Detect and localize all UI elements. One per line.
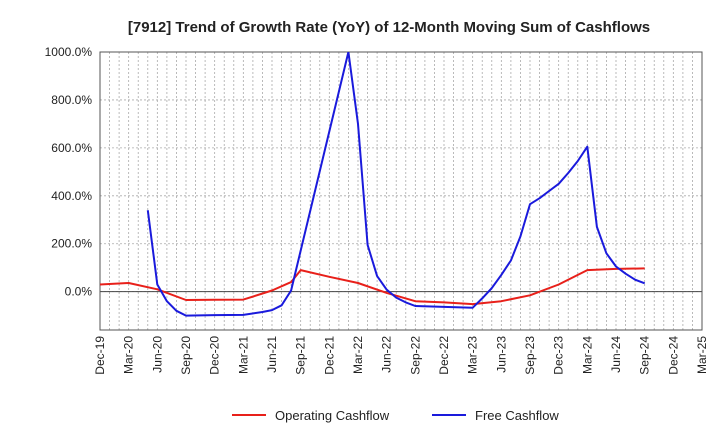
y-tick-label: 200.0% — [51, 237, 92, 251]
x-tick-label: Dec-21 — [322, 336, 336, 375]
chart-title: [7912] Trend of Growth Rate (YoY) of 12-… — [128, 19, 650, 36]
y-tick-label: 600.0% — [51, 141, 92, 155]
x-tick-label: Sep-20 — [179, 336, 193, 375]
x-tick-label: Jun-20 — [150, 336, 164, 373]
x-tick-label: Mar-22 — [351, 336, 365, 374]
x-tick-label: Mar-24 — [580, 336, 594, 374]
plot-frame — [99, 51, 703, 331]
x-tick-label: Dec-20 — [208, 336, 222, 375]
x-tick-label: Jun-22 — [380, 336, 394, 373]
x-tick-label: Mar-21 — [236, 336, 250, 374]
x-tick-label: Dec-23 — [552, 336, 566, 375]
grid — [99, 51, 703, 330]
x-tick-label: Jun-24 — [609, 336, 623, 373]
y-axis: 0.0% 200.0% 400.0% 600.0% 800.0% 1000.0% — [45, 45, 93, 299]
x-tick-label: Dec-22 — [437, 336, 451, 375]
x-tick-label: Dec-19 — [93, 336, 107, 375]
x-tick-label: Sep-23 — [523, 336, 537, 375]
series-line-free-cashflow — [146, 52, 646, 317]
x-tick-label: Sep-22 — [408, 336, 422, 375]
x-tick-label: Dec-24 — [666, 336, 680, 375]
y-tick-label: 800.0% — [51, 93, 92, 107]
y-tick-label: 1000.0% — [45, 45, 93, 59]
series-lines — [100, 52, 646, 317]
series-line-operating-cashflow — [100, 267, 645, 306]
legend: Operating Cashflow Free Cashflow — [232, 408, 559, 423]
y-tick-label: 400.0% — [51, 189, 92, 203]
x-tick-label: Sep-21 — [294, 336, 308, 375]
x-tick-label: Sep-24 — [638, 336, 652, 375]
legend-label-free-cashflow: Free Cashflow — [475, 408, 559, 423]
x-tick-label: Jun-23 — [494, 336, 508, 373]
x-tick-label: Mar-23 — [466, 336, 480, 374]
x-tick-label: Mar-25 — [695, 336, 709, 374]
legend-label-operating-cashflow: Operating Cashflow — [275, 408, 390, 423]
x-tick-label: Jun-21 — [265, 336, 279, 373]
x-tick-label: Mar-20 — [122, 336, 136, 374]
x-axis: Dec-19 Mar-20 Jun-20 Sep-20 Dec-20 Mar-21 Jun-… — [93, 336, 709, 375]
y-tick-label: 0.0% — [65, 285, 93, 299]
